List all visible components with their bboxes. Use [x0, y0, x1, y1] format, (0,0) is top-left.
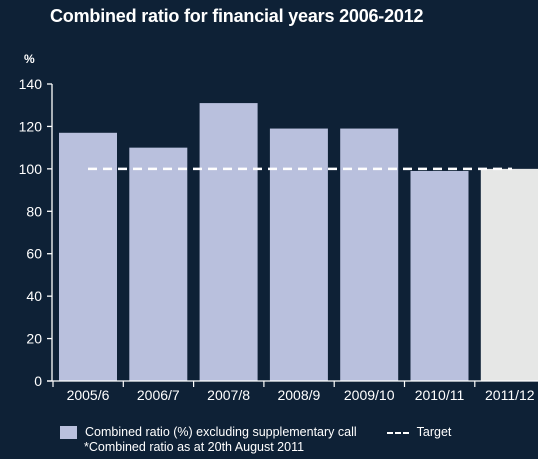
x-tick-label: 2011/12 — [485, 387, 535, 403]
bar-2005-6 — [59, 132, 117, 381]
bar-2006-7 — [129, 147, 188, 381]
x-tick-label: 2007/8 — [207, 387, 250, 403]
y-tick-label: 100 — [19, 161, 43, 177]
legend-label-series: Combined ratio (%) excluding supplementa… — [85, 425, 357, 439]
y-axis-unit-label: % — [24, 52, 35, 66]
y-tick-label: 0 — [34, 373, 42, 389]
bars — [59, 103, 538, 381]
y-tick-label: 120 — [19, 118, 43, 134]
bar-2011-12 — [480, 168, 538, 381]
chart-title: Combined ratio for financial years 2006-… — [50, 6, 424, 26]
x-axis: 2005/6 2006/7 2007/8 2008/9 2009/10 2010/11 20… — [47, 380, 538, 403]
legend-swatch-bar — [60, 426, 77, 439]
bar-2007-8 — [199, 103, 258, 381]
y-tick-label: 140 — [19, 76, 43, 92]
x-tick-label: 2008/9 — [277, 387, 320, 403]
x-tick-label: 2005/6 — [67, 387, 110, 403]
y-tick-label: 80 — [26, 203, 42, 219]
x-tick-label: 2006/7 — [137, 387, 180, 403]
legend-swatch-target — [386, 431, 409, 434]
legend-label-target: Target — [416, 425, 452, 439]
x-tick-label: 2009/10 — [344, 387, 395, 403]
bar-2009-10 — [340, 128, 399, 381]
legend-row: Combined ratio (%) excluding supplementa… — [60, 425, 451, 440]
footnote: *Combined ratio as at 20th August 2011 — [84, 440, 305, 454]
y-tick-label: 40 — [26, 288, 42, 304]
y-tick-label: 60 — [26, 246, 42, 262]
bar-2010-11 — [410, 170, 469, 381]
legend: Combined ratio (%) excluding supplementa… — [60, 425, 451, 455]
y-axis: % 0 20 40 60 80 100 120 140 — [19, 52, 53, 389]
y-tick-label: 20 — [26, 331, 42, 347]
x-tick-label: 2010/11 — [415, 387, 465, 403]
bar-2008-9 — [269, 128, 328, 381]
